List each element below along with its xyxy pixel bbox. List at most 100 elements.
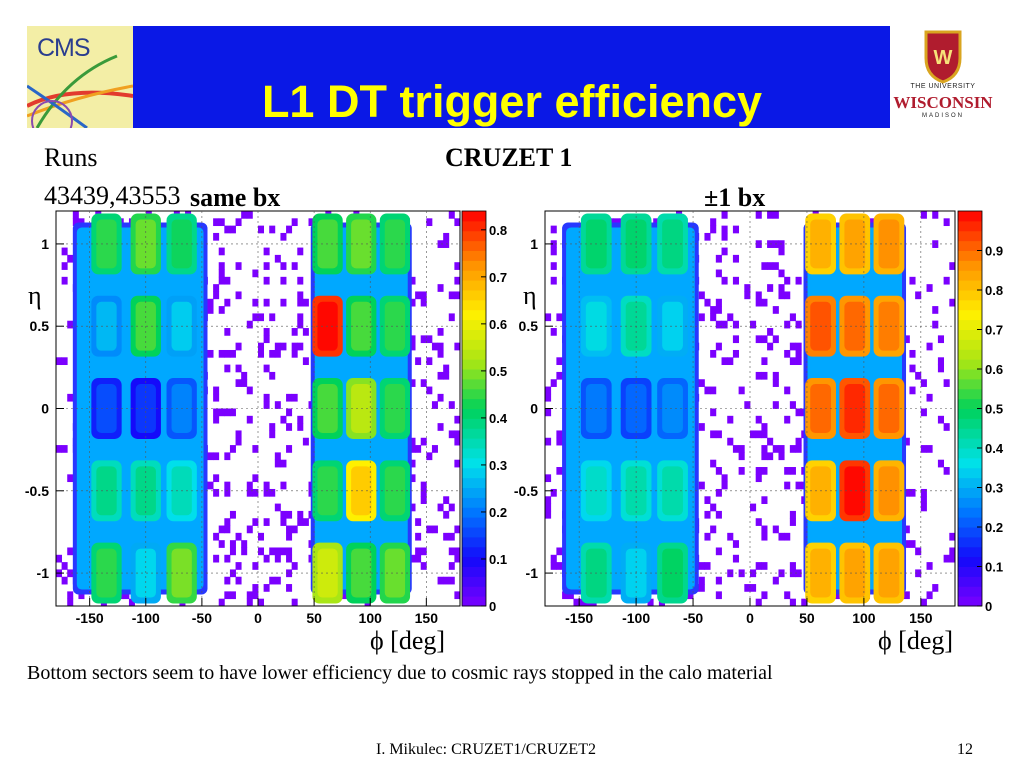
speckle-bin — [292, 562, 298, 570]
speckle-bin — [938, 460, 944, 468]
speckle-bin — [773, 262, 779, 270]
speckle-bin — [750, 321, 756, 329]
speckle-bin — [739, 387, 745, 395]
heatmap-cell-core — [844, 302, 865, 351]
speckle-bin — [67, 591, 73, 599]
speckle-bin — [303, 438, 309, 446]
speckle-bin — [297, 343, 303, 351]
speckle-bin — [790, 599, 796, 607]
speckle-bin — [909, 350, 915, 358]
speckle-bin — [438, 350, 444, 358]
speckle-bin — [449, 401, 455, 409]
speckle-bin — [264, 277, 270, 285]
speckle-bin — [236, 343, 242, 351]
speckle-bin — [297, 248, 303, 256]
speckle-bin — [280, 299, 286, 307]
speckle-bin — [213, 555, 219, 563]
speckle-bin — [790, 562, 796, 570]
speckle-bin — [790, 313, 796, 321]
colorbar-tick-label: 0.5 — [985, 402, 1003, 417]
speckle-bin — [443, 577, 449, 585]
colorbar-segment — [958, 547, 982, 557]
speckle-bin — [761, 533, 767, 541]
speckle-bin — [421, 335, 427, 343]
colorbar-segment — [462, 260, 486, 270]
speckle-bin — [421, 482, 427, 490]
colorbar-segment — [958, 517, 982, 527]
speckle-bin — [932, 321, 938, 329]
colorbar-tick-label: 0.5 — [489, 364, 507, 379]
heatmap-cell-core — [844, 466, 865, 515]
colorbar-segment — [462, 438, 486, 448]
speckle-bin — [438, 577, 444, 585]
speckle-bin — [756, 599, 762, 607]
speckle-bin — [773, 445, 779, 453]
speckle-bin — [767, 262, 773, 270]
speckle-bin — [545, 511, 551, 519]
speckle-bin — [921, 496, 927, 504]
speckle-bin — [213, 387, 219, 395]
speckle-bin — [949, 555, 955, 563]
speckle-bin — [438, 372, 444, 380]
speckle-bin — [756, 372, 762, 380]
colorbar-tick-label: 0 — [489, 599, 496, 614]
speckle-bin — [551, 489, 557, 497]
speckle-bin — [716, 321, 722, 329]
speckle-bin — [699, 423, 705, 431]
speckle-bin — [761, 262, 767, 270]
colorbar-segment — [958, 389, 982, 399]
speckle-bin — [292, 599, 298, 607]
speckle-bin — [449, 547, 455, 555]
speckle-bin — [716, 270, 722, 278]
speckle-bin — [773, 379, 779, 387]
speckle-bin — [62, 357, 68, 365]
speckle-bin — [699, 482, 705, 490]
speckle-bin — [219, 350, 225, 358]
speckle-bin — [744, 401, 750, 409]
speckle-bin — [710, 504, 716, 512]
speckle-bin — [224, 299, 230, 307]
heatmap-cell-core — [844, 549, 865, 598]
speckle-bin — [545, 313, 551, 321]
speckle-bin — [219, 218, 225, 226]
speckle-bin — [236, 218, 242, 226]
speckle-bin — [426, 335, 432, 343]
speckle-bin — [761, 299, 767, 307]
colorbar-segment — [958, 557, 982, 567]
speckle-bin — [927, 284, 933, 292]
speckle-bin — [280, 460, 286, 468]
speckle-bin — [921, 504, 927, 512]
speckle-bin — [545, 504, 551, 512]
speckle-bin — [264, 335, 270, 343]
speckle-bin — [710, 226, 716, 234]
speckle-bin — [909, 277, 915, 285]
speckle-bin — [710, 460, 716, 468]
speckle-bin — [219, 270, 225, 278]
speckle-bin — [67, 547, 73, 555]
y-tick-label: -0.5 — [514, 483, 538, 499]
speckle-bin — [756, 299, 762, 307]
speckle-bin — [733, 445, 739, 453]
speckle-bin — [269, 577, 275, 585]
speckle-bin — [909, 540, 915, 548]
colorbar-segment — [958, 251, 982, 261]
speckle-bin — [767, 452, 773, 460]
speckle-bin — [767, 284, 773, 292]
speckle-bin — [573, 599, 579, 607]
speckle-bin — [213, 489, 219, 497]
speckle-bin — [710, 218, 716, 226]
colorbar-tick-label: 0.4 — [985, 441, 1004, 456]
speckle-bin — [784, 591, 790, 599]
speckle-bin — [275, 547, 281, 555]
colorbar-segment — [462, 497, 486, 507]
speckle-bin — [421, 489, 427, 497]
speckle-bin — [224, 409, 230, 417]
x-axis-label-left: ϕ [deg] — [370, 626, 445, 656]
colorbar-segment — [462, 231, 486, 241]
speckle-bin — [784, 387, 790, 395]
speckle-bin — [252, 591, 258, 599]
speckle-bin — [773, 401, 779, 409]
speckle-bin — [704, 533, 710, 541]
colorbar-segment — [958, 379, 982, 389]
colorbar-segment — [958, 330, 982, 340]
